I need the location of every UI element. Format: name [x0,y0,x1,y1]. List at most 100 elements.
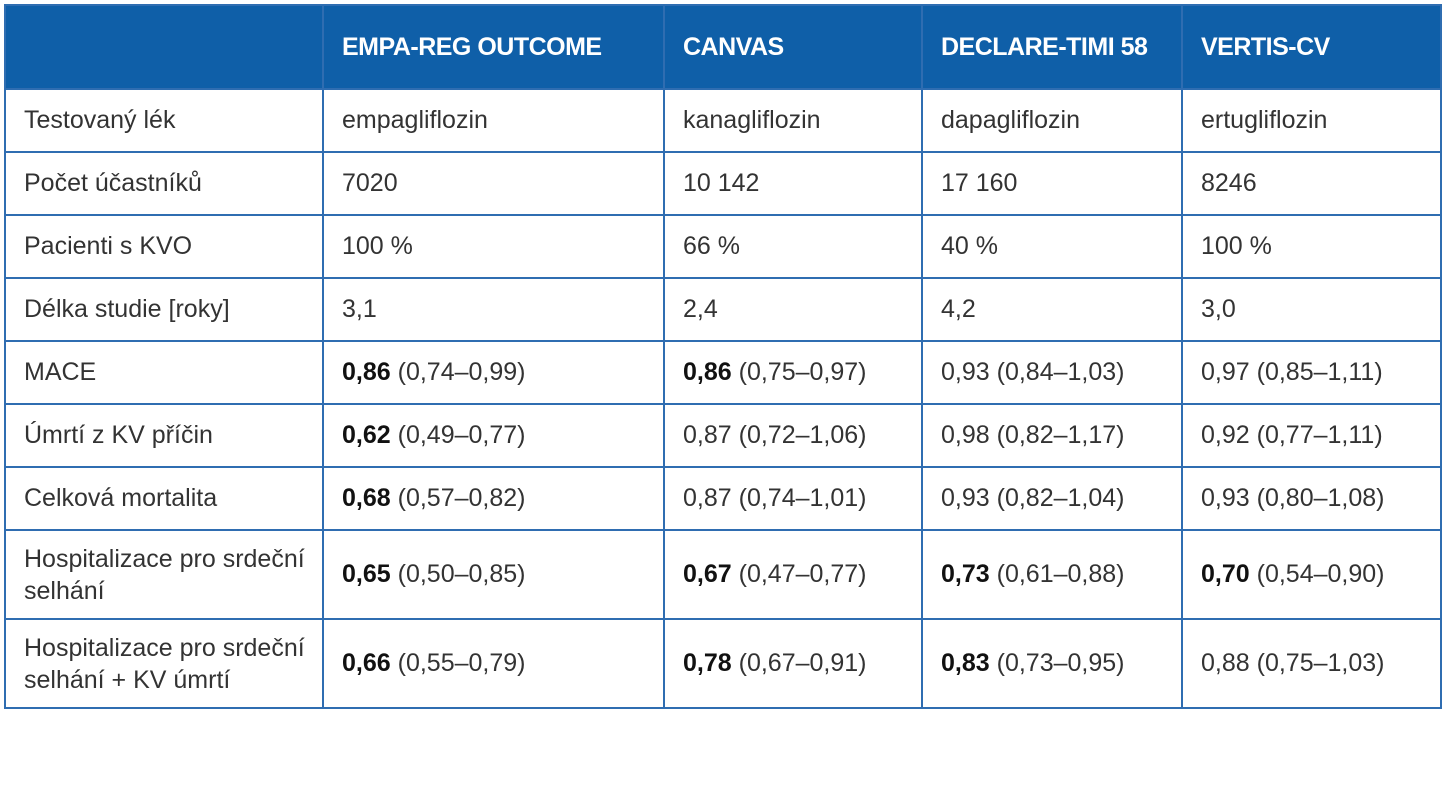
table-row: Hospitalizace pro srdeční selhání + KV ú… [4,618,1442,709]
table-cell: 100 % [322,214,665,279]
confidence-interval: (0,49–0,77) [397,421,526,449]
table-cell: 0,86 (0,75–0,97) [663,340,923,405]
hazard-ratio-value: 0,93 [941,358,990,386]
confidence-interval: (0,61–0,88) [996,560,1125,588]
hazard-ratio-value: 0,67 [683,560,732,588]
table-cell: 0,87 (0,74–1,01) [663,466,923,531]
hazard-ratio-value: 0,92 [1201,421,1250,449]
confidence-interval: (0,84–1,03) [996,358,1125,386]
confidence-interval: (0,50–0,85) [397,560,526,588]
table-cell: 0,92 (0,77–1,11) [1181,403,1442,468]
table-cell: 0,98 (0,82–1,17) [921,403,1183,468]
hazard-ratio-value: 0,62 [342,421,391,449]
hazard-ratio-value: 0,87 [683,484,732,512]
table-cell: 3,0 [1181,277,1442,342]
table-cell: 0,87 (0,72–1,06) [663,403,923,468]
confidence-interval: (0,82–1,17) [996,421,1125,449]
header-cell-declare-timi-58: DECLARE-TIMI 58 [921,4,1183,90]
table-row: Celková mortalita 0,68 (0,57–0,82) 0,87 (0… [4,466,1442,531]
hazard-ratio-value: 0,83 [941,649,990,677]
header-row: EMPA-REG OUTCOME CANVAS DECLARE-TIMI 58 … [4,4,1442,90]
hazard-ratio-value: 0,86 [683,358,732,386]
table-cell: 40 % [921,214,1183,279]
table-row: Pacienti s KVO 100 % 66 % 40 % 100 % [4,214,1442,279]
row-label: Testovaný lék [4,88,324,153]
table-cell: 2,4 [663,277,923,342]
table-row: Počet účastníků 7020 10 142 17 160 8246 [4,151,1442,216]
confidence-interval: (0,75–1,03) [1256,649,1385,677]
confidence-interval: (0,72–1,06) [738,421,867,449]
table-cell: 10 142 [663,151,923,216]
hazard-ratio-value: 0,86 [342,358,391,386]
confidence-interval: (0,77–1,11) [1256,421,1383,449]
confidence-interval: (0,55–0,79) [397,649,526,677]
row-label: Počet účastníků [4,151,324,216]
confidence-interval: (0,73–0,95) [996,649,1125,677]
table-cell: 0,68 (0,57–0,82) [322,466,665,531]
table-cell: kanagliflozin [663,88,923,153]
table-cell: 0,93 (0,84–1,03) [921,340,1183,405]
table-cell: 0,67 (0,47–0,77) [663,529,923,620]
confidence-interval: (0,85–1,11) [1256,358,1383,386]
hazard-ratio-value: 0,66 [342,649,391,677]
header-cell-empa-reg-outcome: EMPA-REG OUTCOME [322,4,665,90]
confidence-interval: (0,74–1,01) [738,484,867,512]
hazard-ratio-value: 0,88 [1201,649,1250,677]
table-cell: 0,65 (0,50–0,85) [322,529,665,620]
hazard-ratio-value: 0,97 [1201,358,1250,386]
row-label: Hospitalizace pro srdeční selhání [4,529,324,620]
hazard-ratio-value: 0,70 [1201,560,1250,588]
hazard-ratio-value: 0,87 [683,421,732,449]
table-cell: 0,86 (0,74–0,99) [322,340,665,405]
table-cell: 66 % [663,214,923,279]
table-cell: empagliflozin [322,88,665,153]
table-cell: 0,78 (0,67–0,91) [663,618,923,709]
table-row: Délka studie [roky] 3,1 2,4 4,2 3,0 [4,277,1442,342]
confidence-interval: (0,54–0,90) [1256,560,1385,588]
table-cell: 0,83 (0,73–0,95) [921,618,1183,709]
confidence-interval: (0,57–0,82) [397,484,526,512]
row-label: MACE [4,340,324,405]
table-cell: 0,70 (0,54–0,90) [1181,529,1442,620]
table-cell: 17 160 [921,151,1183,216]
table-cell: 0,62 (0,49–0,77) [322,403,665,468]
table-cell: 0,66 (0,55–0,79) [322,618,665,709]
table-row: MACE 0,86 (0,74–0,99) 0,86 (0,75–0,97) 0,93… [4,340,1442,405]
table-cell: 0,88 (0,75–1,03) [1181,618,1442,709]
hazard-ratio-value: 0,93 [941,484,990,512]
hazard-ratio-value: 0,78 [683,649,732,677]
hazard-ratio-value: 0,98 [941,421,990,449]
confidence-interval: (0,82–1,04) [996,484,1125,512]
table-cell: 7020 [322,151,665,216]
confidence-interval: (0,47–0,77) [738,560,867,588]
row-label: Délka studie [roky] [4,277,324,342]
confidence-interval: (0,80–1,08) [1256,484,1385,512]
table-cell: 0,93 (0,82–1,04) [921,466,1183,531]
sglt2-trials-table: EMPA-REG OUTCOME CANVAS DECLARE-TIMI 58 … [4,4,1442,709]
table-row: Hospitalizace pro srdeční selhání 0,65 (0… [4,529,1442,620]
header-cell-vertis-cv: VERTIS-CV [1181,4,1442,90]
confidence-interval: (0,74–0,99) [397,358,526,386]
row-label: Pacienti s KVO [4,214,324,279]
table-cell: 0,73 (0,61–0,88) [921,529,1183,620]
hazard-ratio-value: 0,65 [342,560,391,588]
table-cell: 4,2 [921,277,1183,342]
hazard-ratio-value: 0,68 [342,484,391,512]
header-cell-canvas: CANVAS [663,4,923,90]
table-cell: 8246 [1181,151,1442,216]
trials-table-container: EMPA-REG OUTCOME CANVAS DECLARE-TIMI 58 … [4,4,1442,709]
table-cell: ertugliflozin [1181,88,1442,153]
table-cell: 0,97 (0,85–1,11) [1181,340,1442,405]
header-cell-empty [4,4,324,90]
confidence-interval: (0,75–0,97) [738,358,867,386]
hazard-ratio-value: 0,73 [941,560,990,588]
hazard-ratio-value: 0,93 [1201,484,1250,512]
table-body: Testovaný lék empagliflozin kanagliflozin d… [4,88,1442,709]
table-cell: dapagliflozin [921,88,1183,153]
table-row: Úmrtí z KV příčin 0,62 (0,49–0,77) 0,87 (0… [4,403,1442,468]
row-label: Úmrtí z KV příčin [4,403,324,468]
table-header: EMPA-REG OUTCOME CANVAS DECLARE-TIMI 58 … [4,4,1442,90]
table-cell: 100 % [1181,214,1442,279]
row-label: Hospitalizace pro srdeční selhání + KV ú… [4,618,324,709]
row-label: Celková mortalita [4,466,324,531]
